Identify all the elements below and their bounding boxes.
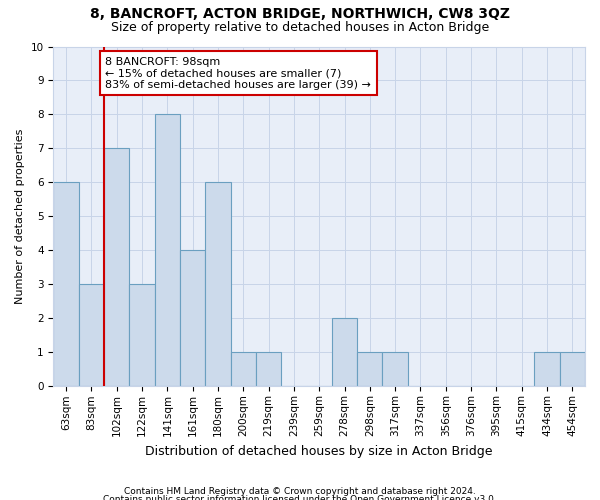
Bar bbox=[205, 182, 230, 386]
Bar bbox=[180, 250, 205, 386]
Text: 8 BANCROFT: 98sqm
← 15% of detached houses are smaller (7)
83% of semi-detached : 8 BANCROFT: 98sqm ← 15% of detached hous… bbox=[105, 56, 371, 90]
Text: 8, BANCROFT, ACTON BRIDGE, NORTHWICH, CW8 3QZ: 8, BANCROFT, ACTON BRIDGE, NORTHWICH, CW… bbox=[90, 8, 510, 22]
X-axis label: Distribution of detached houses by size in Acton Bridge: Distribution of detached houses by size … bbox=[145, 444, 493, 458]
Bar bbox=[332, 318, 357, 386]
Y-axis label: Number of detached properties: Number of detached properties bbox=[15, 129, 25, 304]
Bar bbox=[104, 148, 130, 386]
Bar bbox=[130, 284, 155, 386]
Text: Contains public sector information licensed under the Open Government Licence v3: Contains public sector information licen… bbox=[103, 495, 497, 500]
Bar bbox=[535, 352, 560, 386]
Bar bbox=[382, 352, 408, 386]
Bar bbox=[79, 284, 104, 386]
Bar bbox=[53, 182, 79, 386]
Bar bbox=[230, 352, 256, 386]
Bar bbox=[357, 352, 382, 386]
Bar bbox=[155, 114, 180, 386]
Text: Size of property relative to detached houses in Acton Bridge: Size of property relative to detached ho… bbox=[111, 21, 489, 34]
Bar bbox=[256, 352, 281, 386]
Text: Contains HM Land Registry data © Crown copyright and database right 2024.: Contains HM Land Registry data © Crown c… bbox=[124, 488, 476, 496]
Bar bbox=[560, 352, 585, 386]
